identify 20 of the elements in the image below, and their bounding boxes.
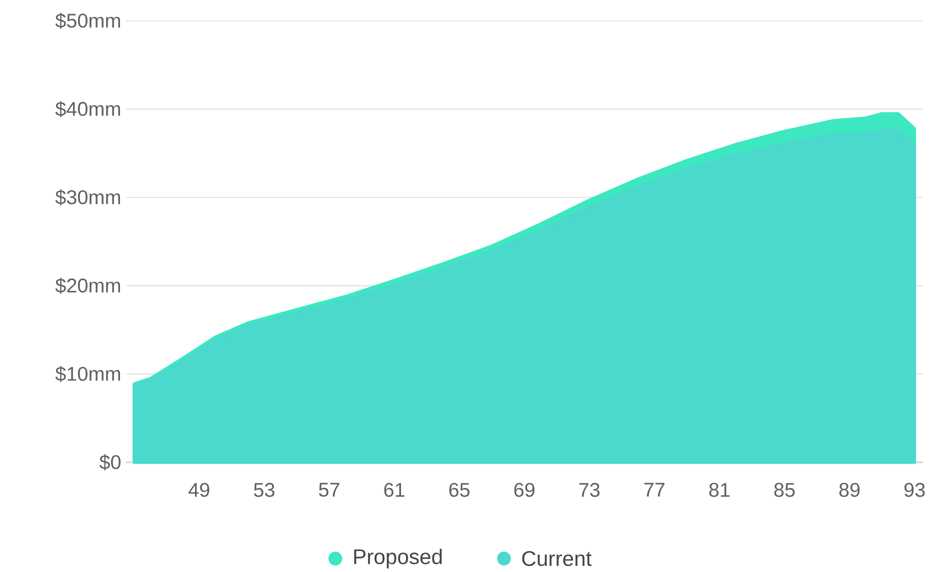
x-tick-label: 57 <box>318 482 340 496</box>
y-tick-label: $40mm <box>55 100 120 117</box>
x-tick-label: 69 <box>514 482 534 497</box>
x-tick-label: 65 <box>449 482 470 497</box>
x-tick-label: 49 <box>188 482 210 497</box>
x-tick-label: 81 <box>709 482 730 497</box>
x-tick-label: 77 <box>644 482 664 496</box>
x-tick-label: 73 <box>579 482 600 497</box>
legend-label: Current <box>522 550 592 566</box>
y-tick-label: $50mm <box>55 12 120 29</box>
x-tick-label: 93 <box>904 482 925 497</box>
y-tick-label: $0 <box>99 454 121 470</box>
x-tick-label: 85 <box>774 482 795 497</box>
y-tick-label: $20mm <box>55 277 120 294</box>
y-tick-label: $10mm <box>55 366 120 382</box>
legend-label: Proposed <box>354 548 442 568</box>
x-tick-label: 53 <box>254 482 274 497</box>
y-tick-label: $30mm <box>55 189 120 206</box>
x-tick-label: 61 <box>384 482 404 497</box>
x-tick-label: 89 <box>839 482 860 497</box>
